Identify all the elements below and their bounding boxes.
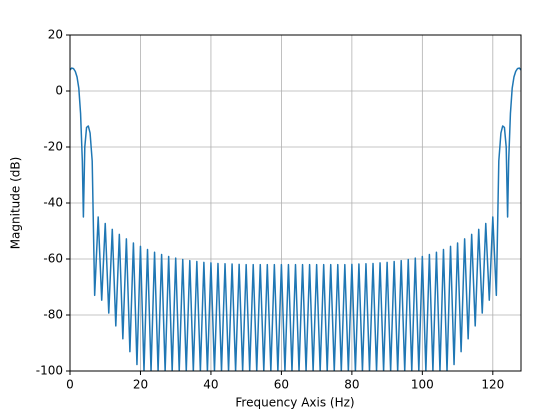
y-tick-label: -80 <box>43 308 63 322</box>
y-tick-label: 0 <box>55 84 63 98</box>
y-tick-label: -100 <box>36 364 63 378</box>
x-axis-label: Frequency Axis (Hz) <box>235 396 354 410</box>
x-tick-label: 80 <box>344 378 359 392</box>
y-tick-label: -40 <box>43 196 63 210</box>
x-tick-label: 20 <box>133 378 148 392</box>
x-tick-label: 0 <box>66 378 74 392</box>
x-tick-label: 60 <box>274 378 289 392</box>
x-tick-label: 40 <box>203 378 218 392</box>
data-line <box>70 67 521 371</box>
y-axis-label: Magnitude (dB) <box>9 157 23 250</box>
x-tick-label: 120 <box>481 378 504 392</box>
y-tick-label: 20 <box>48 28 63 42</box>
y-tick-label: -60 <box>43 252 63 266</box>
plot-frame <box>69 34 522 372</box>
y-tick-label: -20 <box>43 140 63 154</box>
x-tick-label: 100 <box>411 378 434 392</box>
